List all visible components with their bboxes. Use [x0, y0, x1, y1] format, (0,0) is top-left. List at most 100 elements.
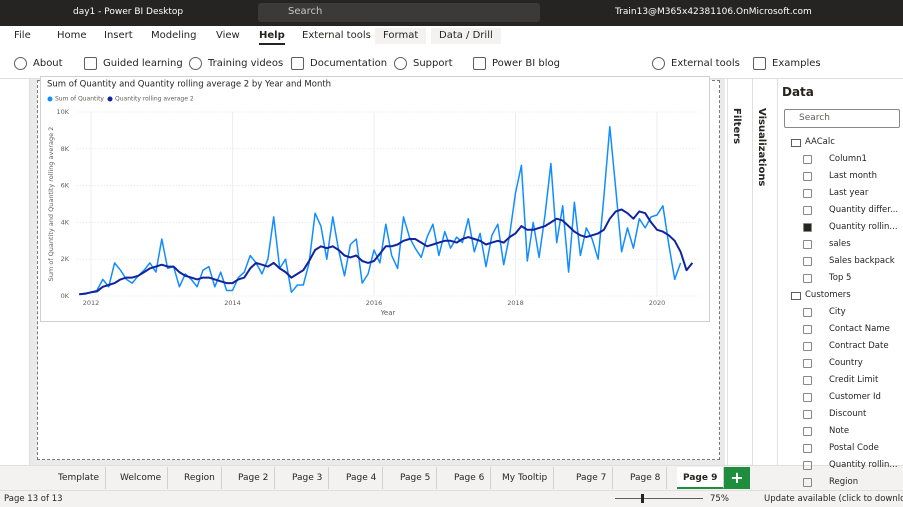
menu-tab[interactable]: Data / Drill — [431, 28, 501, 44]
ribbon-button[interactable]: Examples — [772, 58, 821, 69]
field-name[interactable]: Top 5 — [829, 273, 852, 283]
x-tick-label: 2018 — [507, 299, 524, 307]
y-tick-label: 4K — [61, 218, 70, 226]
status-bar — [0, 490, 903, 507]
filters-pane[interactable] — [727, 79, 752, 465]
field-name[interactable]: Last year — [829, 188, 869, 198]
status-page: Page 13 of 13 — [4, 494, 63, 504]
field-checkbox[interactable] — [803, 155, 812, 164]
ribbon-button[interactable]: Documentation — [310, 58, 388, 69]
field-checkbox[interactable] — [803, 240, 812, 249]
field-name[interactable]: Customer Id — [829, 392, 881, 402]
page-tab[interactable]: Region — [178, 467, 222, 489]
chart: Sum of Quantity and Quantity rolling ave… — [40, 76, 710, 322]
menu-tab[interactable]: Modeling — [151, 30, 197, 41]
left-nav — [0, 79, 30, 465]
zoom-thumb[interactable] — [641, 494, 644, 503]
menu-tab[interactable]: External tools — [302, 30, 371, 41]
page-tab[interactable]: Page 4 — [340, 467, 384, 489]
visualizations-pane[interactable] — [752, 79, 777, 465]
table-name[interactable]: AACalc — [805, 137, 835, 147]
x-axis-label: Year — [380, 309, 396, 317]
field-checkbox[interactable] — [803, 478, 812, 487]
ribbon-button[interactable]: Power BI blog — [492, 58, 560, 69]
ribbon-icon — [473, 57, 486, 70]
page-tab[interactable]: Page 5 — [394, 467, 438, 489]
field-name[interactable]: Quantity differ... — [829, 205, 899, 215]
field-name[interactable]: Sales backpack — [829, 256, 895, 266]
x-tick-label: 2012 — [83, 299, 100, 307]
field-name[interactable]: Postal Code — [829, 443, 879, 453]
zoom-slider[interactable] — [615, 498, 703, 499]
menu-tab[interactable]: Format — [375, 28, 427, 44]
page-tab[interactable]: Page 2 — [232, 467, 276, 489]
field-checkbox[interactable] — [803, 359, 812, 368]
menu-tab[interactable]: Insert — [104, 30, 133, 41]
page-tab[interactable]: Page 6 — [448, 467, 492, 489]
search-box[interactable] — [258, 3, 540, 22]
field-name[interactable]: Country — [829, 358, 863, 368]
series-line — [79, 208, 694, 296]
status-zoom[interactable]: 75% — [710, 494, 729, 504]
x-tick-label: 2020 — [649, 299, 666, 307]
page-tab[interactable]: Template — [52, 467, 107, 489]
field-checkbox[interactable] — [803, 308, 812, 317]
menu-tab[interactable]: Home — [57, 30, 87, 41]
field-name[interactable]: Note — [829, 426, 850, 436]
page-tab[interactable]: Page 8 — [624, 467, 668, 489]
field-name[interactable]: Discount — [829, 409, 867, 419]
field-checkbox[interactable] — [803, 342, 812, 351]
status-update[interactable]: Update available (click to download) — [764, 494, 903, 504]
page-tab[interactable]: My Tooltip — [496, 467, 555, 489]
field-checkbox[interactable] — [803, 189, 812, 198]
field-checkbox[interactable] — [803, 393, 812, 402]
data-search[interactable] — [784, 109, 900, 128]
field-checkbox[interactable] — [803, 172, 812, 181]
visualizations-label[interactable]: Visualizations — [756, 108, 767, 187]
add-page-button[interactable]: + — [724, 467, 750, 489]
ribbon-button[interactable]: Guided learning — [103, 58, 183, 69]
field-checkbox[interactable] — [803, 223, 812, 232]
ribbon-button[interactable]: About — [33, 58, 63, 69]
field-checkbox[interactable] — [803, 274, 812, 283]
field-checkbox[interactable] — [803, 376, 812, 385]
field-checkbox[interactable] — [803, 427, 812, 436]
field-checkbox[interactable] — [803, 410, 812, 419]
ribbon-button[interactable]: Support — [413, 58, 453, 69]
field-name[interactable]: Contact Name — [829, 324, 890, 334]
field-name[interactable]: Credit Limit — [829, 375, 879, 385]
field-checkbox[interactable] — [803, 325, 812, 334]
page-tab[interactable]: Welcome — [114, 467, 169, 489]
field-name[interactable]: Column1 — [829, 154, 867, 164]
field-name[interactable]: Contract Date — [829, 341, 889, 351]
page-tab[interactable]: Page 3 — [286, 467, 330, 489]
field-name[interactable]: Region — [829, 477, 859, 487]
menu-tab[interactable]: Help — [259, 30, 285, 45]
window-title: day1 - Power BI Desktop — [73, 7, 184, 17]
field-checkbox[interactable] — [803, 257, 812, 266]
x-tick-label: 2014 — [224, 299, 241, 307]
field-name[interactable]: Quantity rollin... — [829, 222, 898, 232]
filters-label[interactable]: Filters — [731, 108, 742, 145]
field-name[interactable]: City — [829, 307, 846, 317]
field-checkbox[interactable] — [803, 206, 812, 215]
field-checkbox[interactable] — [803, 461, 812, 470]
menu-tab[interactable]: File — [14, 30, 31, 41]
ribbon-button[interactable]: Training videos — [208, 58, 284, 69]
data-search-placeholder[interactable]: Search — [799, 113, 830, 123]
legend-marker — [107, 96, 113, 102]
search-placeholder[interactable]: Search — [288, 6, 323, 17]
ribbon-button[interactable]: External tools — [671, 58, 740, 69]
table-name[interactable]: Customers — [805, 290, 851, 300]
menu-tab[interactable]: View — [216, 30, 240, 41]
data-pane — [777, 79, 903, 465]
page-tab[interactable]: Page 9 — [677, 467, 725, 489]
field-name[interactable]: Quantity rollin... — [829, 460, 898, 470]
page-tab[interactable]: Page 7 — [570, 467, 614, 489]
y-axis-label: Sum of Quantity and Quantity rolling ave… — [47, 127, 55, 282]
field-name[interactable]: sales — [829, 239, 851, 249]
field-checkbox[interactable] — [803, 444, 812, 453]
field-name[interactable]: Last month — [829, 171, 877, 181]
y-tick-label: 0K — [61, 292, 70, 300]
